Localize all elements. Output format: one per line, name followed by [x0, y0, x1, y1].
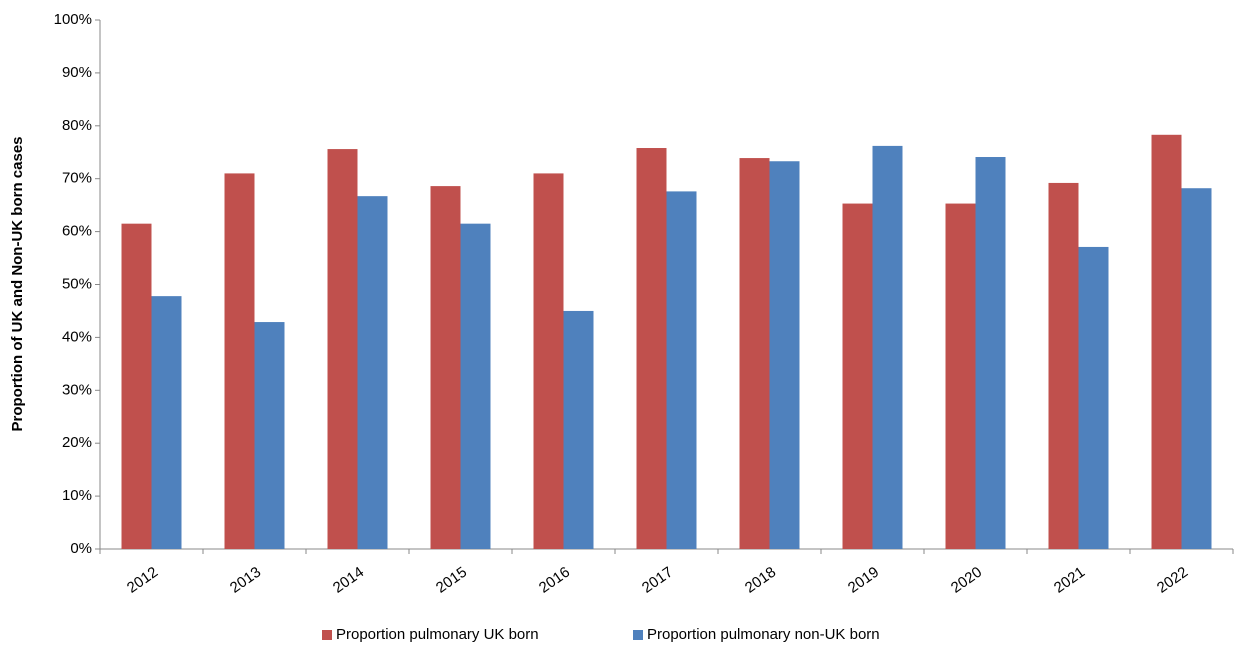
- bar: [563, 310, 594, 549]
- y-tick-label: 70%: [62, 170, 92, 187]
- y-tick-label: 100%: [54, 11, 92, 28]
- bar: [975, 157, 1006, 550]
- bar: [666, 191, 697, 549]
- y-tick-label: 50%: [62, 275, 92, 292]
- bar: [254, 322, 285, 549]
- x-tick-label: 2017: [639, 564, 676, 597]
- y-tick-label: 30%: [62, 381, 92, 398]
- legend-label: Proportion pulmonary UK born: [336, 626, 539, 643]
- bar: [121, 223, 152, 550]
- bar: [769, 161, 800, 550]
- x-tick-label: 2014: [330, 564, 367, 597]
- y-tick-label: 20%: [62, 434, 92, 451]
- x-tick-label: 2020: [948, 564, 985, 597]
- bar: [636, 148, 667, 549]
- x-tick-label: 2013: [227, 564, 264, 597]
- bar: [533, 173, 564, 549]
- bar: [1078, 246, 1109, 550]
- y-tick-label: 90%: [62, 64, 92, 81]
- bar: [945, 203, 976, 550]
- x-tick-label: 2022: [1154, 564, 1191, 597]
- bar: [151, 296, 182, 549]
- bar: [1151, 134, 1182, 549]
- bar: [430, 186, 461, 549]
- bar: [872, 145, 903, 550]
- legend-swatch: [322, 630, 332, 640]
- y-tick-label: 80%: [62, 117, 92, 134]
- y-axis-title: Proportion of UK and Non-UK born cases: [9, 136, 26, 431]
- y-tick-label: 40%: [62, 328, 92, 345]
- legend-label: Proportion pulmonary non-UK born: [647, 626, 880, 643]
- bar: [739, 158, 770, 549]
- bar: [327, 149, 358, 550]
- x-tick-label: 2012: [124, 564, 161, 597]
- x-tick-label: 2021: [1051, 564, 1088, 597]
- y-tick-label: 10%: [62, 487, 92, 504]
- legend-swatch: [633, 630, 643, 640]
- y-tick-label: 0%: [70, 540, 92, 557]
- bar: [1048, 182, 1079, 549]
- x-tick-label: 2019: [845, 564, 882, 597]
- bar: [842, 203, 873, 550]
- bar: [460, 223, 491, 550]
- bar: [357, 196, 388, 550]
- bar: [224, 173, 255, 549]
- x-tick-label: 2015: [433, 564, 470, 597]
- x-tick-label: 2018: [742, 564, 779, 597]
- x-tick-label: 2016: [536, 564, 573, 597]
- bar: [1181, 188, 1212, 550]
- y-tick-label: 60%: [62, 223, 92, 240]
